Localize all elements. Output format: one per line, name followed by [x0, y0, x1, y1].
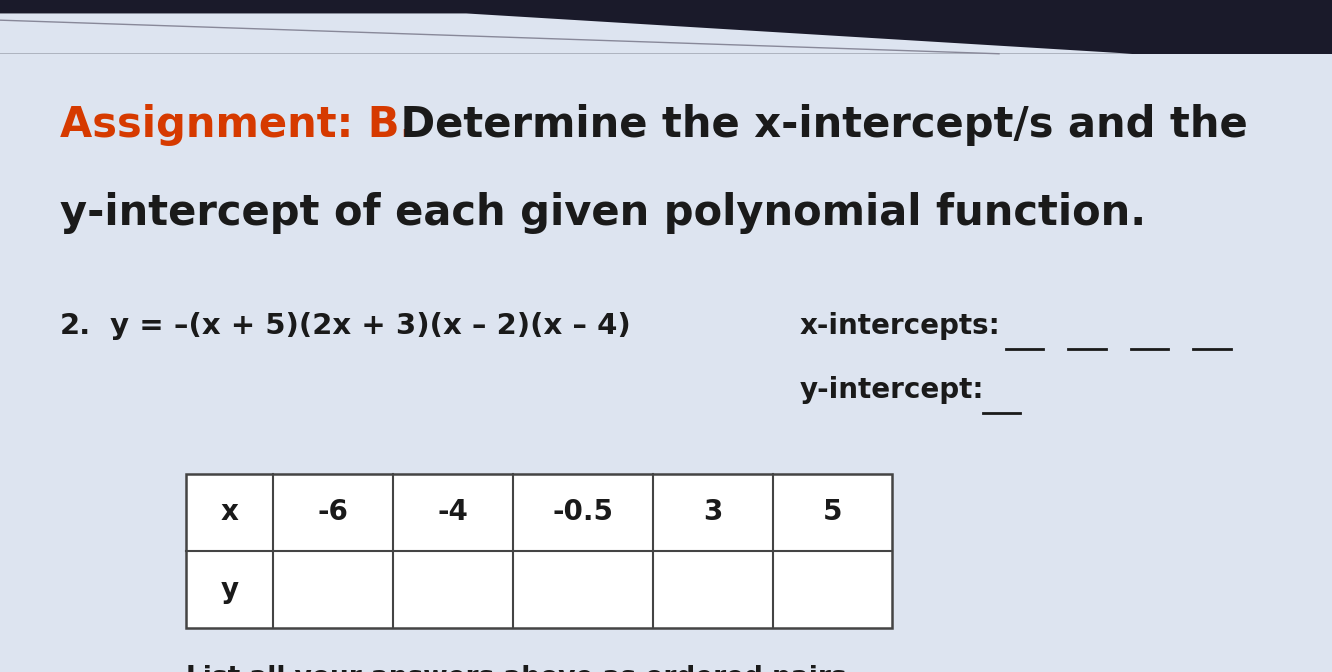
Text: Assignment: B.: Assignment: B. — [60, 104, 416, 146]
Text: y: y — [221, 576, 238, 603]
Text: -6: -6 — [317, 499, 349, 526]
Text: -0.5: -0.5 — [553, 499, 613, 526]
Text: y = –(x + 5)(2x + 3)(x – 2)(x – 4): y = –(x + 5)(2x + 3)(x – 2)(x – 4) — [100, 312, 630, 341]
Text: List all your answers above as ordered pairs.: List all your answers above as ordered p… — [186, 665, 858, 672]
Text: 3: 3 — [703, 499, 722, 526]
Polygon shape — [0, 13, 1132, 54]
Text: 5: 5 — [823, 499, 842, 526]
Text: -4: -4 — [437, 499, 469, 526]
Text: Determine the x-intercept/s and the: Determine the x-intercept/s and the — [386, 104, 1248, 146]
FancyBboxPatch shape — [186, 474, 892, 628]
Text: 2.: 2. — [60, 312, 91, 341]
Text: y-intercept:: y-intercept: — [799, 376, 984, 405]
FancyBboxPatch shape — [0, 0, 1332, 54]
FancyBboxPatch shape — [0, 54, 1332, 672]
Text: y-intercept of each given polynomial function.: y-intercept of each given polynomial fun… — [60, 192, 1146, 234]
Text: x-intercepts:: x-intercepts: — [799, 312, 1000, 341]
Text: x: x — [221, 499, 238, 526]
